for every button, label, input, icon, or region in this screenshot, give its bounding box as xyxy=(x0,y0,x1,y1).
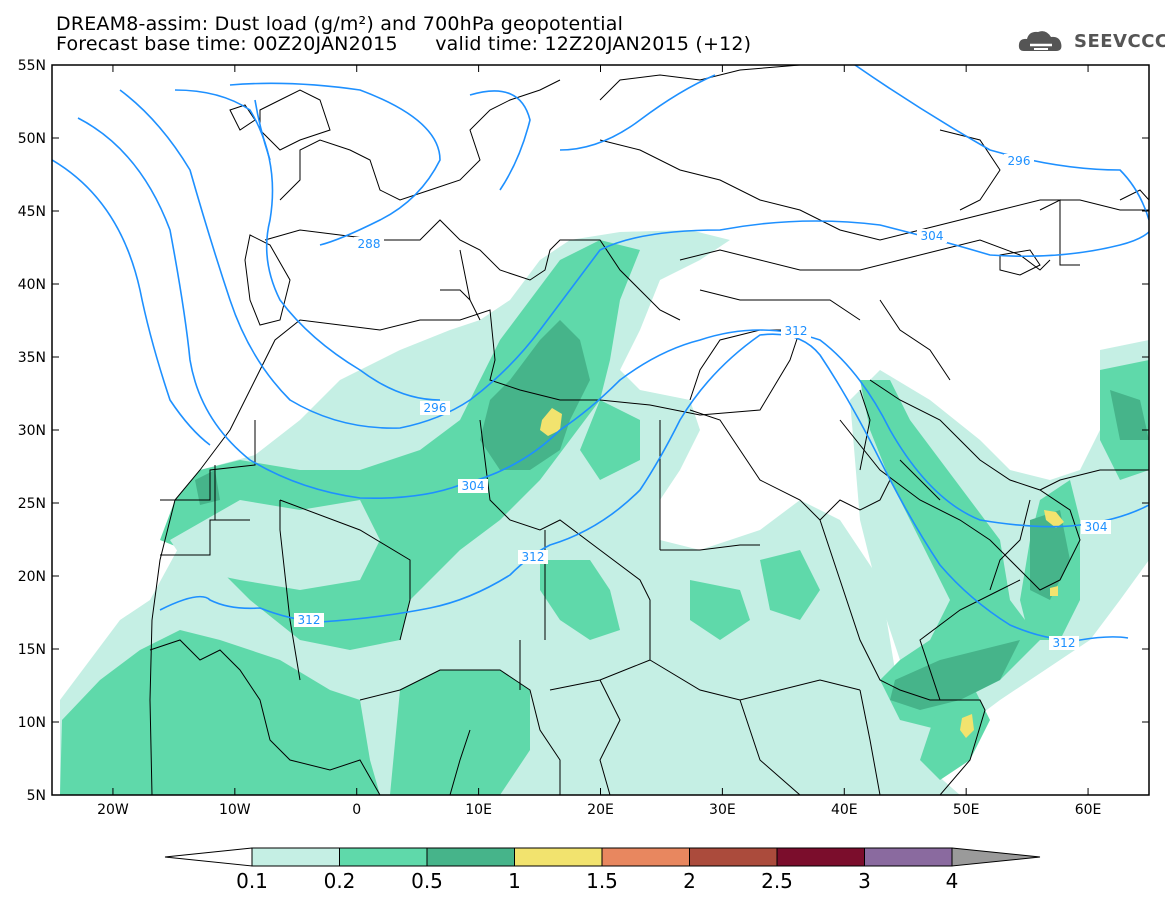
lat-tick-label: 40N xyxy=(18,277,46,293)
colorbar-segment xyxy=(251,847,340,867)
dust-shade-dark xyxy=(195,320,1149,710)
lat-tick-label: 10N xyxy=(18,715,46,731)
colorbar: 0.1 0.2 0.5 1 1.5 2 2.5 3 4 xyxy=(164,847,1041,893)
coastlines xyxy=(149,65,1149,795)
lon-tick-label: 20W xyxy=(97,802,129,818)
contour-label: 312 xyxy=(1053,636,1076,650)
colorbar-arrow-high xyxy=(951,847,1041,867)
lat-tick-label: 25N xyxy=(18,496,46,512)
colorbar-tick-label: 2 xyxy=(683,869,696,893)
colorbar-arrow-low xyxy=(164,847,253,867)
contour-label: 296 xyxy=(1008,154,1031,168)
contour-labels: 288 296 304 312 296 304 312 304 312 312 xyxy=(294,154,1111,650)
colorbar-segment xyxy=(776,847,865,867)
lon-tick-label: 10W xyxy=(219,802,251,818)
lat-tick-label: 55N xyxy=(18,58,46,74)
colorbar-tick-label: 0.2 xyxy=(324,869,356,893)
lon-tick-label: 10E xyxy=(465,802,492,818)
lat-tick-label: 35N xyxy=(18,350,46,366)
logo-text: SEEVCCC xyxy=(1074,31,1165,52)
colorbar-tick-label: 1 xyxy=(508,869,521,893)
lat-tick-label: 20N xyxy=(18,569,46,585)
colorbar-tick-label: 0.1 xyxy=(236,869,268,893)
valid-time: valid time: 12Z20JAN2015 (+12) xyxy=(435,33,752,55)
colorbar-segment xyxy=(601,847,690,867)
lon-tick-label: 20E xyxy=(587,802,614,818)
colorbar-tick-label: 1.5 xyxy=(586,869,618,893)
longitude-axis: 20W 10W 0 10E 20E 30E 40E 50E 60E xyxy=(97,65,1101,818)
lon-tick-label: 40E xyxy=(831,802,858,818)
cloud-icon xyxy=(1018,31,1062,51)
latitude-axis: 55N 50N 45N 40N 35N 30N 25N 20N 15N 10N 5N xyxy=(18,58,1149,804)
lat-tick-label: 15N xyxy=(18,642,46,658)
colorbar-tick-label: 2.5 xyxy=(761,869,793,893)
lon-tick-label: 30E xyxy=(709,802,736,818)
contour-label: 296 xyxy=(424,401,447,415)
colorbar-segment xyxy=(689,847,778,867)
contour-label: 312 xyxy=(298,613,321,627)
map-subtitle: Forecast base time: 00Z20JAN2015 valid t… xyxy=(56,34,751,54)
contour-label: 304 xyxy=(462,479,485,493)
base-time: Forecast base time: 00Z20JAN2015 xyxy=(56,33,398,55)
map-title: DREAM8-assim: Dust load (g/m²) and 700hP… xyxy=(56,13,624,35)
colorbar-tick-label: 4 xyxy=(946,869,959,893)
contour-label: 288 xyxy=(358,237,381,251)
colorbar-segment xyxy=(426,847,515,867)
contour-label: 312 xyxy=(785,324,808,338)
contour-label: 304 xyxy=(921,229,944,243)
lat-tick-label: 30N xyxy=(18,423,46,439)
lat-tick-label: 45N xyxy=(18,204,46,220)
lat-tick-label: 5N xyxy=(27,788,46,804)
colorbar-segment xyxy=(864,847,953,867)
colorbar-tick-label: 0.5 xyxy=(411,869,443,893)
contour-label: 304 xyxy=(1085,520,1108,534)
lat-tick-label: 50N xyxy=(18,131,46,147)
lon-tick-label: 0 xyxy=(352,802,361,818)
dust-shade-high xyxy=(540,408,1064,738)
colorbar-segment xyxy=(339,847,428,867)
dust-shade-medium xyxy=(60,240,1149,795)
colorbar-tick-label: 3 xyxy=(858,869,871,893)
lon-tick-label: 60E xyxy=(1075,802,1102,818)
lon-tick-label: 50E xyxy=(953,802,980,818)
colorbar-segment xyxy=(514,847,603,867)
contour-label: 312 xyxy=(522,550,545,564)
